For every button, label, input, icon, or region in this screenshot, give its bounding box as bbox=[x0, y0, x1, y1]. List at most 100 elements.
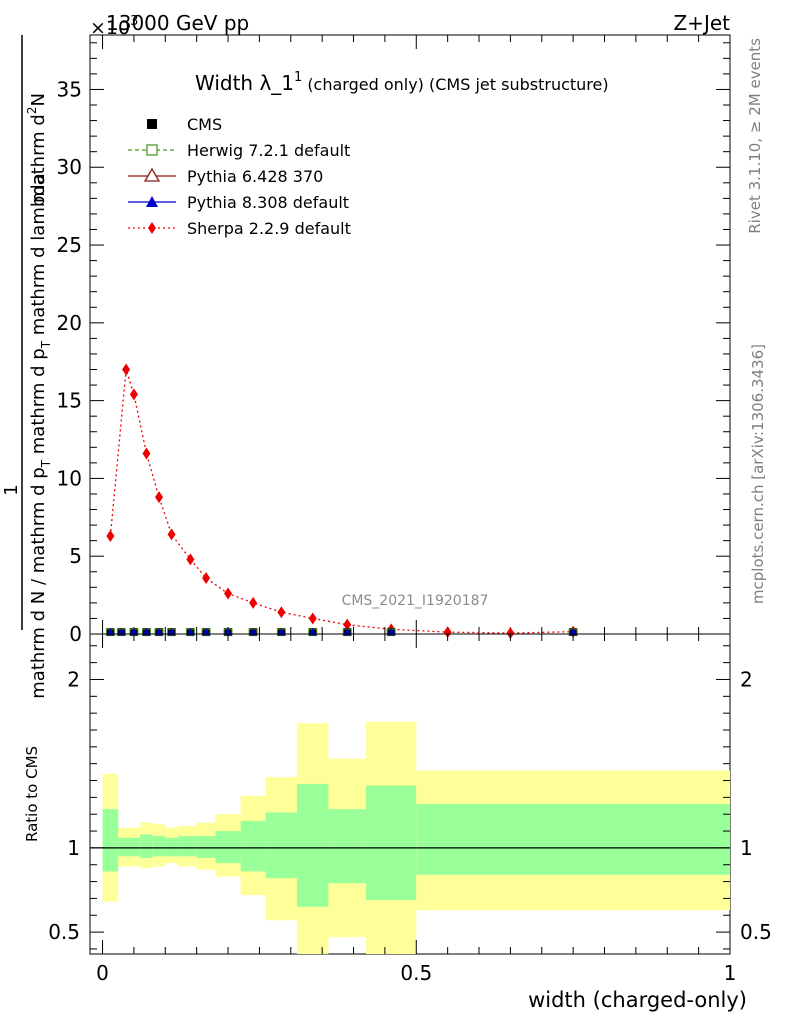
main-y-label-num-prefix: mathrm d bbox=[28, 114, 49, 203]
sherpa-point bbox=[186, 553, 195, 566]
pythia8-point bbox=[249, 628, 258, 636]
sherpa-point bbox=[343, 618, 352, 631]
main-y-tick-label: 10 bbox=[57, 466, 82, 490]
ratio-axis-ticks: 0 0.5 10.5 0.51 12 2 bbox=[48, 634, 772, 985]
plot-header-right: Z+Jet bbox=[673, 11, 730, 35]
main-y-label-denominator: mathrm d N / mathrm d pT mathrm d pT mat… bbox=[28, 173, 53, 698]
ratio-band-green bbox=[118, 837, 141, 857]
x-tick-label: 1 bbox=[724, 961, 737, 985]
main-y-tick-label: 35 bbox=[57, 77, 82, 101]
ratio-panel: 0 0.5 10.5 0.51 12 2 bbox=[48, 633, 772, 985]
side-text-mcplots: mcplots.cern.ch [arXiv:1306.3436] bbox=[749, 344, 767, 604]
ratio-band-green bbox=[152, 836, 166, 857]
pythia8-point bbox=[106, 628, 115, 636]
sherpa-point bbox=[202, 571, 211, 584]
ratio-y-tick-label: 2 bbox=[67, 667, 80, 691]
ratio-band-green bbox=[140, 834, 153, 858]
pythia8-point bbox=[142, 628, 151, 636]
sherpa-point bbox=[308, 612, 317, 625]
main-y-tick-label: 15 bbox=[57, 389, 82, 413]
ratio-band-green bbox=[328, 809, 367, 884]
sherpa-point bbox=[224, 587, 233, 600]
ratio-band-green bbox=[196, 836, 216, 858]
legend-marker-open-square bbox=[146, 144, 158, 156]
legend-label: Pythia 8.308 default bbox=[187, 193, 349, 212]
main-panel: 0 5 10 15 20 25 30 35 CMS_2021_I1920187 Width λ… bbox=[57, 34, 731, 646]
pythia8-point bbox=[167, 628, 176, 636]
ratio-band-green bbox=[366, 785, 417, 901]
main-y-label-numerator: mathrm d2N bbox=[25, 93, 49, 203]
ratio-y-tick-label: 1 bbox=[67, 836, 80, 860]
axis-multiplier-base: ×10 bbox=[90, 17, 130, 39]
ratio-y-tick-label-right: 1 bbox=[740, 836, 753, 860]
ratio-y-tick-label: 0.5 bbox=[48, 920, 80, 944]
ratio-band-green bbox=[265, 812, 298, 879]
ratio-y-tick-label-right: 0.5 bbox=[740, 920, 772, 944]
ratio-band-green bbox=[297, 783, 329, 907]
axis-multiplier-exponent: 3 bbox=[130, 14, 138, 29]
ratio-band-green bbox=[177, 836, 197, 857]
pythia8-point bbox=[387, 628, 396, 636]
main-y-label-num-sup: 2 bbox=[25, 107, 39, 115]
main-y-tick-label: 5 bbox=[69, 544, 82, 568]
main-panel-frame bbox=[89, 34, 731, 635]
main-y-tick-label: 0 bbox=[69, 622, 82, 646]
legend-label: Pythia 6.428 370 bbox=[187, 167, 323, 186]
x-axis-label: width (charged-only) bbox=[528, 988, 747, 1012]
ratio-y-label: Ratio to CMS bbox=[23, 746, 41, 842]
axis-multiplier: ×103 bbox=[90, 14, 138, 39]
main-y-tick-label: 30 bbox=[57, 155, 82, 179]
legend-marker-diamond bbox=[148, 222, 156, 234]
pythia8-point bbox=[117, 628, 126, 636]
ratio-bands bbox=[102, 721, 730, 954]
main-y-label-denom-sub2: T bbox=[39, 340, 53, 349]
pythia8-point bbox=[129, 628, 138, 636]
sherpa-point bbox=[167, 528, 176, 541]
main-y-tick-label: 20 bbox=[57, 311, 82, 335]
main-y-label: mathrm d2N mathrm d N / mathrm d pT math… bbox=[1, 35, 53, 699]
main-y-label-denom-part3: mathrm d lambda bbox=[28, 173, 49, 341]
plot-title-subtext: (charged only) (CMS jet substructure) bbox=[307, 75, 608, 94]
pythia8-point bbox=[186, 628, 195, 636]
sherpa-point bbox=[106, 529, 115, 542]
ratio-band-green bbox=[102, 809, 119, 872]
sherpa-point bbox=[277, 606, 286, 619]
ratio-y-tick-label-right: 2 bbox=[740, 667, 753, 691]
plot-title: Width λ_11 (charged only) (CMS jet substr… bbox=[195, 70, 609, 95]
sherpa-point bbox=[155, 491, 164, 504]
sherpa-point bbox=[506, 627, 515, 640]
sherpa-point bbox=[122, 363, 131, 376]
pythia8-point bbox=[569, 628, 578, 636]
x-tick-label: 0 bbox=[96, 961, 109, 985]
pythia8-point bbox=[343, 628, 352, 636]
legend-label: Herwig 7.2.1 default bbox=[187, 141, 350, 160]
main-y-label-denom-part2: mathrm d p bbox=[28, 348, 49, 460]
main-y-label-denom-sub1: T bbox=[39, 459, 53, 468]
x-tick-label: 0.5 bbox=[400, 961, 432, 985]
sherpa-point bbox=[142, 447, 151, 460]
plot-title-main: Width λ_1 bbox=[195, 71, 294, 95]
legend-label: Sherpa 2.2.9 default bbox=[187, 219, 351, 238]
sherpa-point bbox=[443, 626, 452, 639]
legend-marker-open-triangle bbox=[143, 167, 161, 182]
plot-title-superscript: 1 bbox=[294, 70, 302, 85]
plot-watermark: CMS_2021_I1920187 bbox=[342, 593, 489, 609]
ratio-band-green bbox=[215, 831, 241, 864]
main-y-label-one: 1 bbox=[1, 484, 22, 495]
legend: CMS Herwig 7.2.1 default Pythia 6.428 370 P… bbox=[128, 115, 351, 238]
main-axis-ticks: 0 5 10 15 20 25 30 35 bbox=[57, 35, 731, 646]
side-text-rivet: Rivet 3.1.10, ≥ 2M events bbox=[746, 38, 764, 234]
ratio-band-green bbox=[240, 820, 266, 872]
pythia8-point bbox=[308, 628, 317, 636]
main-y-tick-label: 25 bbox=[57, 233, 82, 257]
pythia8-point bbox=[155, 628, 164, 636]
main-y-label-num-tail: N bbox=[28, 93, 49, 106]
sherpa-point bbox=[129, 388, 138, 401]
pythia8-point bbox=[202, 628, 211, 636]
legend-marker-square bbox=[147, 119, 157, 129]
ratio-band-green bbox=[416, 804, 730, 875]
main-y-label-denom-part1: mathrm d N / mathrm d p bbox=[28, 467, 49, 698]
plot-header-left: 13000 GeV pp bbox=[106, 11, 249, 35]
ratio-band-green bbox=[165, 837, 178, 857]
